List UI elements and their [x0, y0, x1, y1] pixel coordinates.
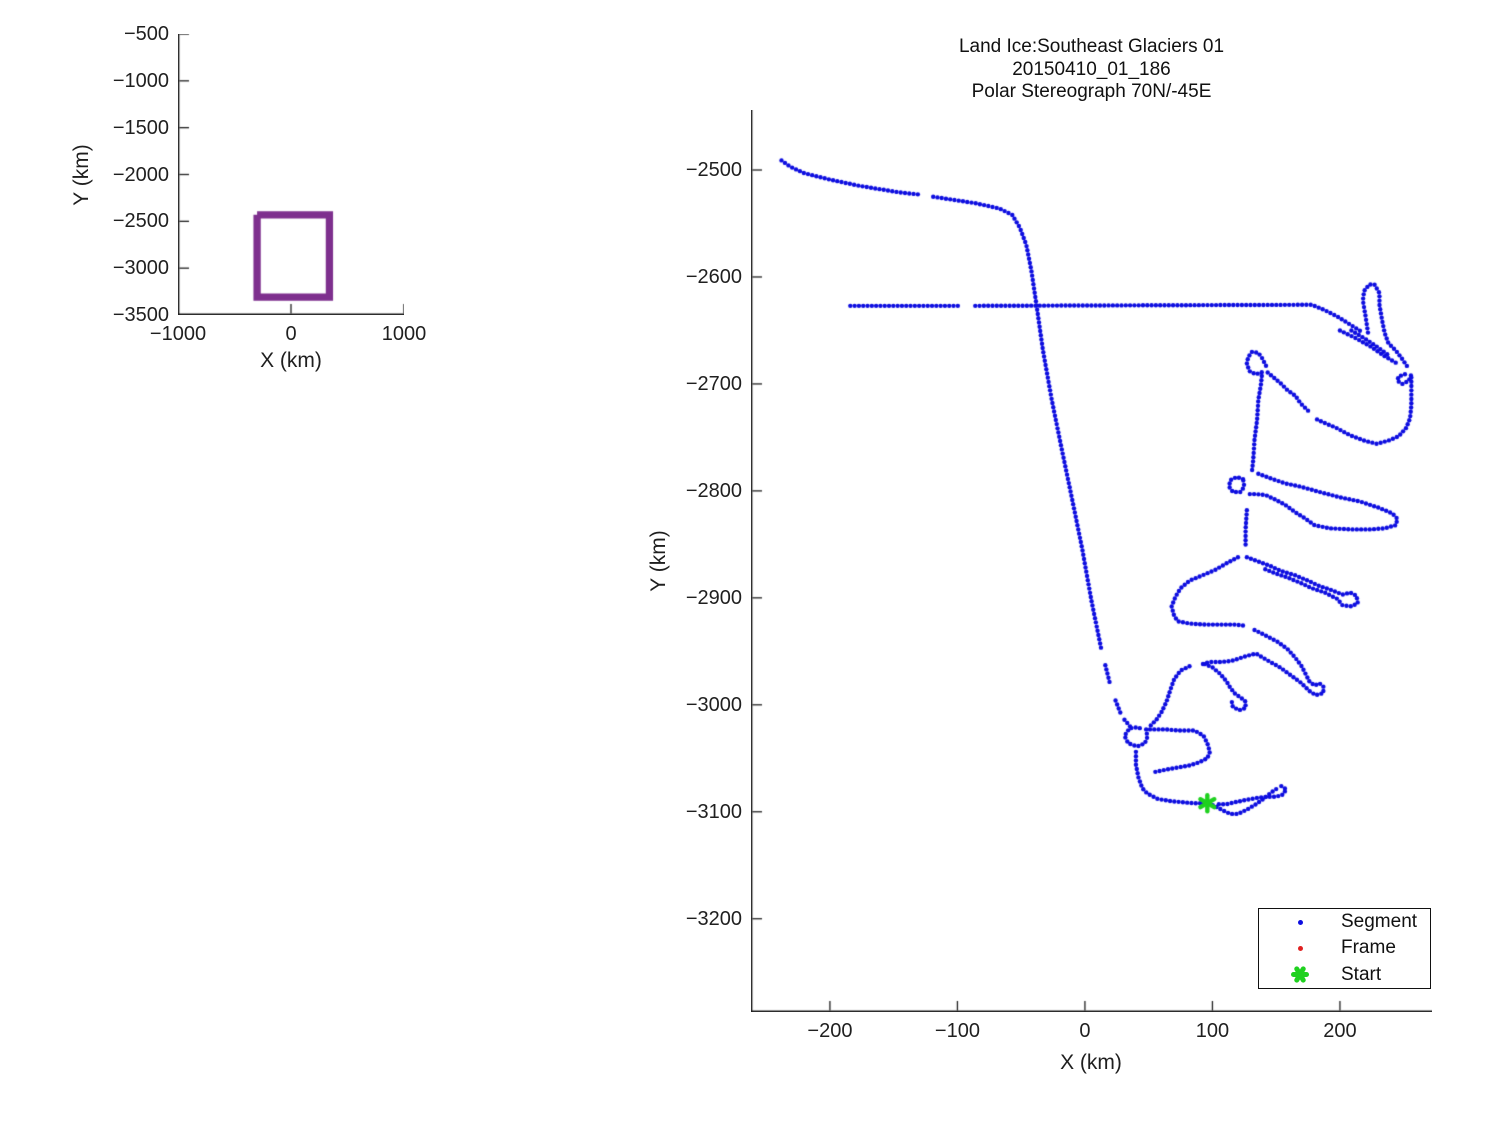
- overview-plot-canvas: [178, 34, 404, 315]
- main-y-tick-label: −3100: [685, 800, 742, 823]
- main-y-tick-label: −2500: [685, 159, 742, 181]
- figure-title: Land Ice:Southeast Glaciers 01 20150410_…: [751, 36, 1432, 104]
- overview-y-tick-label: −3000: [112, 257, 169, 280]
- overview-x-tick-label: −1000: [149, 323, 207, 345]
- main-x-tick-label: −200: [807, 1020, 853, 1042]
- main-x-tick-label: 100: [1195, 1020, 1230, 1042]
- legend-item-start: Start: [1259, 962, 1430, 988]
- main-x-tick-label: 0: [1079, 1020, 1091, 1042]
- overview-x-axis-label: X (km): [260, 349, 322, 372]
- overview-y-tick-label: −3500: [112, 304, 169, 326]
- main-y-tick-label: −3200: [685, 907, 742, 930]
- overview-y-tick-label: −2500: [112, 210, 169, 233]
- overview-x-tick-label: 1000: [381, 323, 427, 345]
- main-y-tick-label: −2800: [685, 479, 742, 502]
- main-y-tick-label: −2900: [685, 586, 742, 609]
- segment-dot-icon: [1297, 919, 1303, 925]
- legend-item-segment: Segment: [1259, 909, 1430, 935]
- overview-y-axis-label: Y (km): [70, 144, 93, 206]
- overview-axes: −1000 0 1000 −500 −1000 −1500 −2000 −2500 −3000 −…: [113, 23, 426, 345]
- overview-y-tick-label: −2000: [112, 163, 169, 186]
- title-line-3: Polar Stereograph 70N/-45E: [971, 81, 1212, 102]
- main-x-tick-label: 200: [1323, 1020, 1357, 1042]
- overview-y-tick-label: −500: [123, 23, 169, 45]
- legend-label-frame: Frame: [1341, 937, 1396, 959]
- main-y-tick-label: −3000: [685, 693, 742, 716]
- main-y-tick-label: −2700: [685, 372, 742, 395]
- main-axes: −200 −100 0 100 200 −2500 −2600 −2700 −2800 −2900…: [686, 110, 1432, 1042]
- legend-label-start: Start: [1341, 963, 1382, 985]
- main-y-axis-label: Y (km): [647, 530, 670, 592]
- overview-x-tick-label: 0: [285, 323, 297, 345]
- title-line-2: 20150410_01_186: [1012, 58, 1171, 80]
- legend: Segment Frame Start: [1258, 908, 1431, 989]
- main-x-axis-label: X (km): [1060, 1051, 1122, 1074]
- title-line-1: Land Ice:Southeast Glaciers 01: [958, 36, 1225, 57]
- legend-item-frame: Frame: [1259, 935, 1430, 961]
- start-star-icon: [1290, 965, 1310, 985]
- legend-label-segment: Segment: [1341, 911, 1418, 933]
- main-x-tick-label: −100: [934, 1020, 980, 1042]
- main-plot-canvas: [751, 110, 1432, 1012]
- overview-y-tick-label: −1500: [112, 116, 169, 139]
- frame-dot-icon: [1297, 945, 1303, 951]
- main-y-tick-label: −2600: [685, 265, 742, 288]
- overview-y-tick-label: −1000: [112, 69, 169, 92]
